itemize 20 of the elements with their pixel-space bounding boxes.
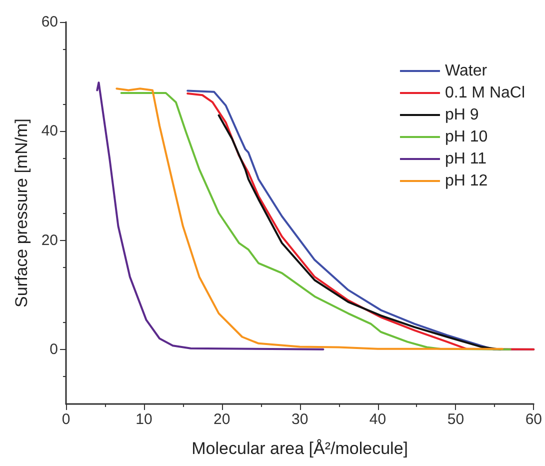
y-tick-label: 60 (41, 14, 58, 30)
legend-label: Water (444, 62, 488, 80)
x-tick-label: 30 (291, 411, 308, 428)
x-tick-label: 10 (136, 411, 152, 428)
x-tick-label: 60 (525, 411, 542, 428)
y-tick-label: 20 (41, 232, 58, 249)
y-tick-label: 0 (50, 340, 58, 358)
y-axis-title: Surface pressure [mN/m] (12, 118, 31, 308)
legend-label: 0.1 M NaCl (444, 84, 526, 102)
y-tick-label: 40 (41, 122, 58, 140)
x-tick-label: 40 (369, 411, 386, 428)
x-axis-title: Molecular area [Å²/molecule] (192, 439, 408, 458)
legend-label: pH 12 (444, 172, 488, 190)
x-tick-label: 50 (447, 411, 464, 428)
legend-label: pH 11 (444, 150, 487, 168)
legend-label: pH 10 (444, 128, 488, 146)
x-tick-label: 20 (214, 411, 230, 428)
legend-label: pH 9 (444, 106, 479, 124)
x-tick-label: 0 (62, 411, 70, 428)
line-series (96, 82, 324, 350)
